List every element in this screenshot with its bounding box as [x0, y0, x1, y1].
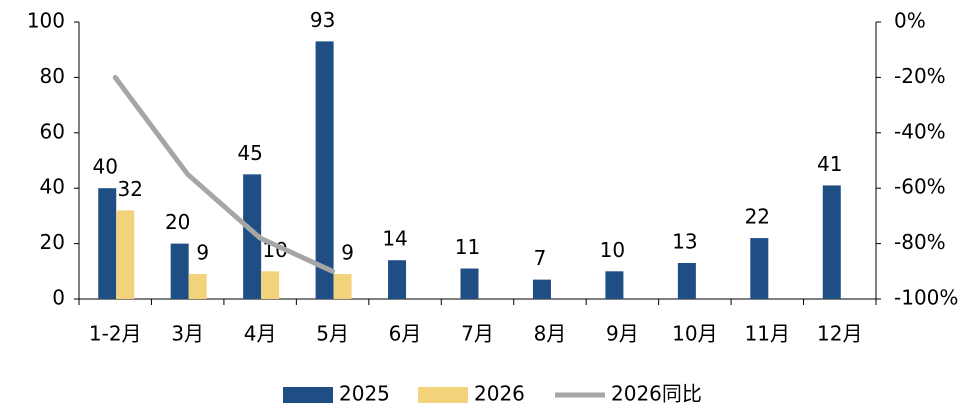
x-tick-label: 4月 [244, 322, 277, 346]
bar [532, 279, 551, 299]
x-tick-label: 9月 [606, 322, 639, 346]
value-label: 14 [382, 227, 407, 251]
value-label: 10 [600, 238, 625, 262]
bar [243, 174, 262, 299]
value-label: 93 [310, 8, 335, 32]
x-tick-label: 11月 [745, 322, 790, 346]
y2-tick-label: 0% [894, 9, 926, 33]
legend-swatch [283, 387, 333, 403]
value-label: 20 [165, 210, 190, 234]
value-label: 13 [672, 229, 697, 253]
y-tick-label: 40 [40, 175, 65, 199]
bar [315, 41, 334, 299]
legend-label: 2026 [474, 382, 525, 406]
y-tick-label: 60 [40, 119, 65, 143]
value-label: 40 [93, 155, 118, 179]
bar [188, 274, 207, 299]
value-label: 9 [196, 241, 209, 265]
bar [333, 274, 352, 299]
x-tick-label: 3月 [171, 322, 204, 346]
y2-tick-label: -80% [894, 230, 946, 254]
bar [388, 260, 407, 299]
value-label: 7 [534, 246, 547, 270]
legend-label: 2025 [339, 382, 390, 406]
y2-tick-label: -40% [894, 119, 946, 143]
x-tick-label: 5月 [316, 322, 349, 346]
bar [605, 271, 624, 299]
y2-tick-label: -20% [894, 64, 946, 88]
bar [98, 188, 117, 299]
legend-swatch [418, 387, 468, 403]
x-tick-label: 8月 [534, 322, 567, 346]
bar [116, 210, 135, 299]
value-label: 11 [455, 235, 480, 259]
x-tick-label: 6月 [389, 322, 422, 346]
bar [460, 268, 479, 299]
bar [750, 238, 769, 299]
y-tick-label: 100 [27, 9, 65, 33]
y-tick-label: 20 [40, 230, 65, 254]
x-tick-label: 12月 [817, 322, 862, 346]
y2-tick-label: -60% [894, 175, 946, 199]
bar [677, 262, 696, 299]
x-tick-label: 10月 [672, 322, 717, 346]
x-tick-label: 1-2月 [89, 322, 142, 346]
value-label: 9 [341, 241, 354, 265]
y2-tick-label: -100% [894, 286, 958, 310]
legend-label: 2026同比 [611, 382, 702, 406]
value-label: 22 [745, 205, 770, 229]
y-tick-label: 80 [40, 64, 65, 88]
bar [822, 185, 841, 299]
bar [261, 271, 280, 299]
bar [170, 243, 189, 299]
value-label: 32 [118, 177, 143, 201]
value-label: 45 [237, 141, 262, 165]
y-tick-label: 0 [52, 286, 65, 310]
line [112, 74, 336, 274]
x-tick-label: 7月 [461, 322, 494, 346]
value-label: 41 [817, 152, 842, 176]
